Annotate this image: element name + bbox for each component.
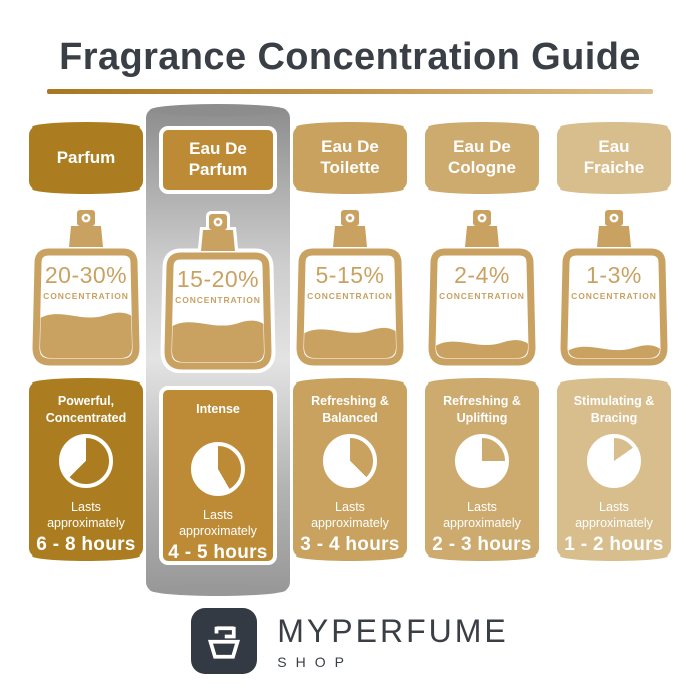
logo-mark bbox=[191, 608, 258, 674]
trait-label: Powerful, Concentrated bbox=[45, 394, 127, 425]
liquid-fill bbox=[436, 340, 528, 358]
bottle-neck bbox=[69, 226, 103, 247]
liquid-fill bbox=[304, 327, 396, 358]
column-header: Parfum bbox=[29, 122, 143, 194]
concentration-label: CONCENTRATION bbox=[175, 295, 261, 305]
perfume-bottle-icon bbox=[296, 210, 404, 366]
trait-label: Refreshing & Uplifting bbox=[443, 394, 521, 425]
info-card: Intense Lasts approximately 4 - 5 hours bbox=[159, 386, 277, 565]
column-header: Eau De Toilette bbox=[293, 122, 407, 194]
perfume-bottle-icon bbox=[560, 210, 668, 366]
concentration-value: 15-20% bbox=[176, 266, 260, 292]
duration-label: 2 - 3 hours bbox=[432, 533, 532, 555]
brand-text-block: MYPERFUME SHOP bbox=[277, 613, 508, 670]
column-eau-de-cologne: Eau De Cologne 2-4% CONCENTRATION bbox=[422, 122, 542, 565]
clock-pie-icon bbox=[59, 434, 113, 488]
info-card: Refreshing & Balanced Lasts approximatel… bbox=[293, 378, 407, 561]
trait-label: Refreshing & Balanced bbox=[311, 394, 389, 425]
fragrance-grid: Parfum 20-30% CONCENTRATION Pow bbox=[26, 104, 674, 596]
clock-pie-icon bbox=[323, 434, 377, 488]
lasts-label: Lasts approximately bbox=[575, 500, 653, 531]
clock-pie-icon bbox=[587, 434, 641, 488]
lasts-label: Lasts approximately bbox=[443, 500, 521, 531]
concentration-text: 20-30% CONCENTRATION bbox=[26, 262, 146, 301]
bottle-neck bbox=[201, 230, 235, 251]
concentration-text: 1-3% CONCENTRATION bbox=[554, 262, 674, 301]
trait-label: Intense bbox=[196, 402, 240, 416]
column-eau-de-toilette: Eau De Toilette 5-15% CONCENTRATION bbox=[290, 122, 410, 565]
duration-label: 3 - 4 hours bbox=[300, 533, 400, 555]
perfume-bottle: 5-15% CONCENTRATION bbox=[290, 205, 410, 369]
info-card: Stimulating & Bracing Lasts approximatel… bbox=[557, 378, 671, 561]
clock-pie-icon bbox=[455, 434, 509, 488]
concentration-value: 1-3% bbox=[586, 262, 642, 288]
liquid-fill bbox=[172, 320, 264, 362]
duration-label: 6 - 8 hours bbox=[36, 533, 136, 555]
brand-sub: SHOP bbox=[277, 653, 353, 670]
concentration-text: 5-15% CONCENTRATION bbox=[290, 262, 410, 301]
perfume-bottle: 20-30% CONCENTRATION bbox=[26, 205, 146, 369]
page-title: Fragrance Concentration Guide bbox=[59, 36, 641, 78]
info-card: Powerful, Concentrated Lasts approximate… bbox=[29, 378, 143, 561]
concentration-text: 15-20% CONCENTRATION bbox=[158, 266, 278, 305]
concentration-text: 2-4% CONCENTRATION bbox=[422, 262, 542, 301]
concentration-label: CONCENTRATION bbox=[571, 291, 657, 301]
column-parfum: Parfum 20-30% CONCENTRATION Pow bbox=[26, 122, 146, 565]
liquid-fill bbox=[40, 312, 132, 358]
column-header: Eau Fraiche bbox=[557, 122, 671, 194]
footer-logo: MYPERFUME SHOP bbox=[0, 608, 700, 674]
bottle-neck bbox=[465, 226, 499, 247]
lasts-label: Lasts approximately bbox=[179, 508, 257, 539]
bottle-neck bbox=[333, 226, 367, 247]
column-eau-de-parfum: Eau De Parfum 15-20% CONCENTR bbox=[158, 126, 278, 565]
bottle-neck bbox=[597, 226, 631, 247]
bottle-body bbox=[560, 248, 668, 366]
column-header-label: Eau De Parfum bbox=[188, 139, 248, 179]
clock-pie-icon bbox=[191, 442, 245, 496]
concentration-value: 5-15% bbox=[315, 262, 385, 288]
column-header-label: Eau De Cologne bbox=[448, 137, 516, 177]
perfume-bottle-logo-icon bbox=[208, 626, 241, 659]
column-header: Eau De Parfum bbox=[159, 126, 277, 194]
concentration-label: CONCENTRATION bbox=[307, 291, 393, 301]
lasts-label: Lasts approximately bbox=[47, 500, 125, 531]
column-header-label: Eau Fraiche bbox=[583, 137, 645, 177]
trait-label: Stimulating & Bracing bbox=[573, 394, 655, 425]
perfume-bottle: 2-4% CONCENTRATION bbox=[422, 205, 542, 369]
concentration-label: CONCENTRATION bbox=[439, 291, 525, 301]
info-card: Refreshing & Uplifting Lasts approximate… bbox=[425, 378, 539, 561]
column-header: Eau De Cologne bbox=[425, 122, 539, 194]
perfume-bottle-icon bbox=[32, 210, 140, 366]
duration-label: 1 - 2 hours bbox=[564, 533, 664, 555]
bottle-body bbox=[428, 248, 536, 366]
column-eau-fraiche: Eau Fraiche 1-3% CONCENTRATION bbox=[554, 122, 674, 565]
column-header-label: Parfum bbox=[56, 147, 116, 167]
column-header-label: Eau De Toilette bbox=[320, 137, 380, 177]
perfume-bottle: 15-20% CONCENTRATION bbox=[158, 209, 278, 374]
perfume-bottle-icon bbox=[160, 211, 276, 374]
concentration-label: CONCENTRATION bbox=[43, 291, 129, 301]
lasts-label: Lasts approximately bbox=[311, 500, 389, 531]
duration-label: 4 - 5 hours bbox=[168, 541, 268, 563]
perfume-bottle-icon bbox=[428, 210, 536, 366]
concentration-value: 20-30% bbox=[44, 262, 128, 288]
concentration-value: 2-4% bbox=[454, 262, 510, 288]
title-divider bbox=[47, 89, 653, 94]
liquid-fill bbox=[568, 345, 660, 358]
perfume-bottle: 1-3% CONCENTRATION bbox=[554, 205, 674, 369]
brand-name: MYPERFUME bbox=[277, 612, 509, 649]
